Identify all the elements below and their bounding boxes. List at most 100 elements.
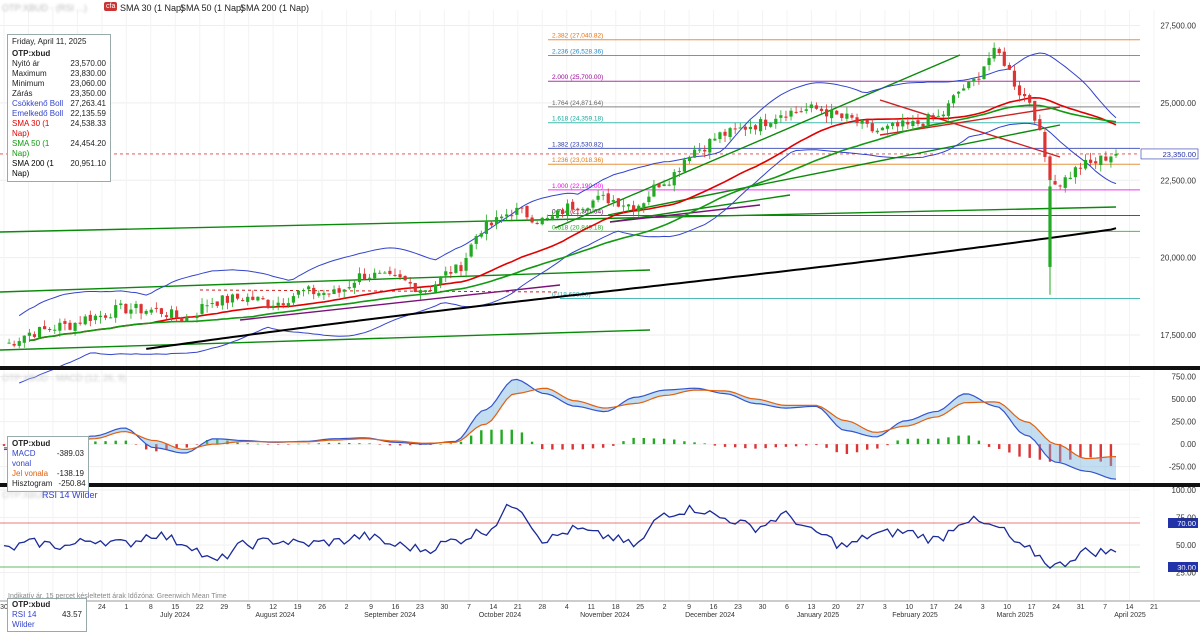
candle-body — [408, 282, 412, 284]
info-label: Minimum — [12, 79, 45, 88]
macd-histogram-bar — [845, 444, 849, 455]
candle-body — [769, 123, 773, 127]
x-day-tick: 7 — [1103, 604, 1107, 611]
candle-body — [1083, 159, 1088, 169]
macd-histogram-bar — [916, 438, 920, 445]
macd-signal-line — [4, 387, 1117, 460]
x-day-tick: 3 — [883, 604, 887, 611]
macd-histogram-bar — [165, 444, 168, 451]
candle-body — [444, 271, 448, 276]
candle-body — [230, 294, 235, 303]
trend-line-purple — [609, 204, 761, 223]
candle-body — [576, 208, 580, 211]
x-day-tick: 30 — [759, 604, 767, 611]
info-row: SMA 30 (1 Nap) 24,538.33 — [12, 119, 106, 139]
candle-body — [911, 121, 915, 127]
info-label: SMA 200 (1 Nap) — [12, 159, 54, 178]
info-value: 24,538.33 — [70, 119, 106, 128]
candle-body — [271, 305, 275, 307]
fib-level-label: 2.236 (26,528.36) — [552, 49, 603, 56]
candle-body — [586, 208, 590, 211]
candle-body — [286, 303, 290, 307]
stock-chart[interactable]: 2.382 (27,040.82) 2.236 (26,528.36) 2.000 … — [0, 0, 1200, 619]
candle-body — [1094, 161, 1098, 164]
candle-body — [398, 274, 402, 278]
macd-histogram-bar — [805, 444, 808, 446]
x-day-tick: 16 — [710, 604, 718, 611]
info-value: 24,454.20 — [70, 139, 106, 148]
candle-body — [885, 125, 890, 129]
candle-body — [1058, 185, 1062, 187]
x-day-tick: 14 — [1126, 604, 1134, 611]
candle-body — [393, 274, 397, 276]
candle-body — [728, 128, 732, 137]
macd-histogram-bar — [744, 444, 747, 449]
macd-histogram-bar — [1058, 444, 1062, 462]
candle-body — [63, 321, 67, 324]
macd-histogram-bar — [937, 438, 940, 445]
macd-histogram-bar — [662, 438, 666, 445]
macd-histogram-bar — [896, 440, 899, 445]
macd-histogram-bar — [998, 444, 1001, 449]
candle-body — [246, 296, 250, 302]
candle-body — [916, 120, 920, 124]
macd-histogram-bar — [713, 444, 717, 446]
candle-body — [632, 205, 636, 211]
ohlc-info-box: Friday, April 11, 2025 OTP:xbud Nyitó ár… — [7, 34, 111, 182]
macd-histogram-bar — [601, 444, 605, 448]
candle-body — [1048, 186, 1052, 267]
candle-body — [677, 171, 681, 173]
fib-level-label: 1.382 (23,530.82) — [552, 141, 603, 148]
panel-divider-macd[interactable] — [0, 366, 1200, 370]
candle-body — [261, 298, 265, 300]
candle-body — [850, 115, 854, 118]
x-day-tick: 9 — [687, 604, 691, 611]
macd-histogram-bar — [541, 444, 544, 450]
header-ticker: OTP:XBUD - (RSI ...) — [2, 3, 88, 13]
header-sma30[interactable]: SMA 30 (1 Nap) — [120, 3, 185, 13]
rsi-symbol: OTP:xbud — [12, 600, 51, 609]
candle-body — [723, 131, 727, 136]
header-sma50[interactable]: SMA 50 (1 Nap) — [180, 3, 245, 13]
macd-histogram-bar — [1109, 444, 1113, 466]
macd-histogram-bar — [276, 444, 280, 445]
x-month-label: November 2024 — [580, 612, 630, 619]
rsi-level-label: 30.00 — [1177, 563, 1196, 572]
x-day-tick: 11 — [588, 604, 595, 611]
macd-panel — [2, 378, 1117, 480]
candle-body — [428, 290, 433, 292]
trend-line-red — [879, 99, 1061, 158]
x-day-tick: 25 — [636, 604, 644, 611]
candle-body — [703, 149, 707, 152]
candle-body — [210, 303, 214, 305]
candle-body — [1023, 93, 1027, 97]
macd-histogram-bar — [926, 438, 930, 445]
macd-histogram-bar — [1018, 444, 1021, 457]
macd-info-label: Jel vonala — [12, 469, 49, 478]
candle-body — [109, 317, 113, 319]
rsi-header[interactable]: RSI 14 Wilder — [42, 490, 98, 500]
macd-histogram-bar — [134, 444, 138, 445]
candle-body — [256, 296, 260, 301]
candle-body — [956, 91, 961, 94]
macd-histogram-bar — [94, 441, 97, 445]
macd-histogram-bar — [114, 440, 117, 445]
macd-info-box: OTP:xbud MACD vonal -389.03 Jel vonala -138… — [7, 436, 89, 492]
x-day-tick: 10 — [905, 604, 913, 611]
header-badge[interactable]: cfa — [104, 2, 118, 11]
candle-body — [83, 316, 87, 325]
candle-body — [459, 265, 463, 272]
candle-body — [175, 310, 179, 318]
panel-divider-rsi[interactable] — [0, 483, 1200, 487]
candle-body — [926, 114, 930, 125]
macd-histogram-bar — [358, 443, 361, 445]
candle-body — [875, 130, 879, 133]
x-month-label: August 2024 — [255, 612, 294, 619]
info-date: Friday, April 11, 2025 — [12, 37, 87, 46]
header-sma200[interactable]: SMA 200 (1 Nap) — [240, 3, 310, 13]
candle-body — [941, 114, 945, 117]
macd-histogram-bar — [815, 444, 818, 446]
macd-line — [3, 378, 1117, 480]
candle-body — [1007, 64, 1011, 70]
